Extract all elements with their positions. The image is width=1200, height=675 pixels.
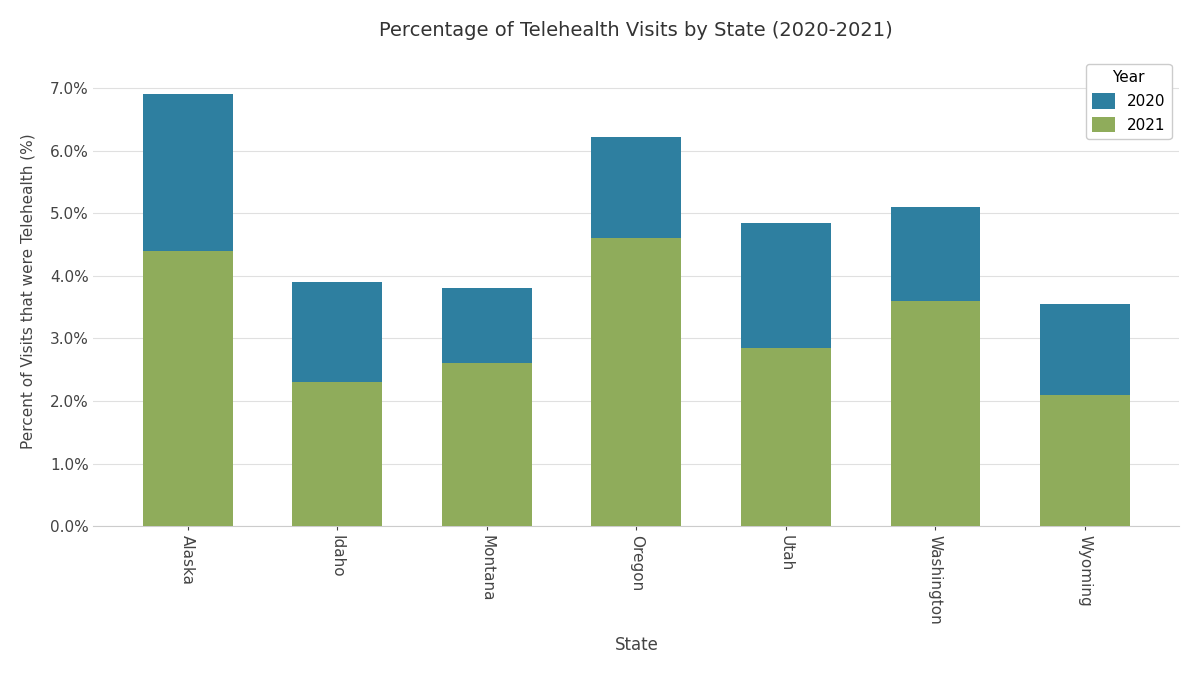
Bar bbox=[293, 382, 382, 526]
Bar bbox=[890, 207, 980, 301]
Bar bbox=[442, 363, 532, 526]
Title: Percentage of Telehealth Visits by State (2020-2021): Percentage of Telehealth Visits by State… bbox=[379, 21, 893, 40]
Y-axis label: Percent of Visits that were Telehealth (%): Percent of Visits that were Telehealth (… bbox=[20, 134, 36, 450]
X-axis label: State: State bbox=[614, 636, 659, 654]
Bar bbox=[890, 301, 980, 526]
Bar bbox=[740, 223, 830, 348]
Legend: 2020, 2021: 2020, 2021 bbox=[1086, 64, 1171, 139]
Bar bbox=[740, 348, 830, 526]
Bar bbox=[592, 238, 682, 526]
Bar bbox=[1040, 304, 1130, 395]
Bar bbox=[1040, 395, 1130, 526]
Bar bbox=[143, 95, 233, 251]
Bar bbox=[143, 251, 233, 526]
Bar bbox=[293, 282, 382, 382]
Bar bbox=[592, 137, 682, 238]
Bar bbox=[442, 288, 532, 363]
